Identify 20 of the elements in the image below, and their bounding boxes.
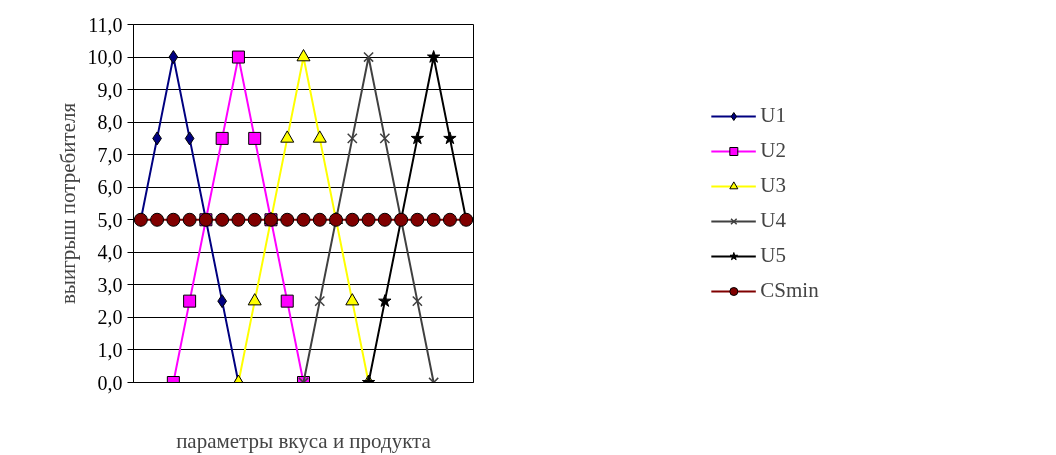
legend-label: U2 (760, 138, 786, 163)
y-tick-label: 5,0 (97, 208, 123, 231)
y-tick-label: 1,0 (97, 338, 123, 361)
y-tick-label: 11,0 (88, 13, 123, 36)
x-axis-title: параметры вкуса и продукта (176, 428, 432, 453)
y-tick-label: 9,0 (97, 78, 123, 101)
y-tick-label: 8,0 (97, 111, 123, 134)
y-tick-label: 4,0 (97, 241, 123, 264)
y-tick-label: 2,0 (97, 306, 123, 329)
legend-label: U5 (760, 243, 786, 268)
y-tick-label: 0,0 (97, 371, 123, 394)
y-tick-label: 6,0 (97, 176, 123, 199)
legend-label: U1 (760, 103, 786, 128)
legend-label: CSmin (760, 278, 819, 303)
y-tick-label: 10,0 (87, 46, 123, 69)
legend-label: U4 (760, 208, 786, 233)
y-tick-label: 3,0 (97, 273, 123, 296)
y-axis-title: выигрыш потребителя (55, 102, 80, 305)
y-tick-label: 7,0 (97, 143, 123, 166)
legend-label: U3 (760, 173, 786, 198)
